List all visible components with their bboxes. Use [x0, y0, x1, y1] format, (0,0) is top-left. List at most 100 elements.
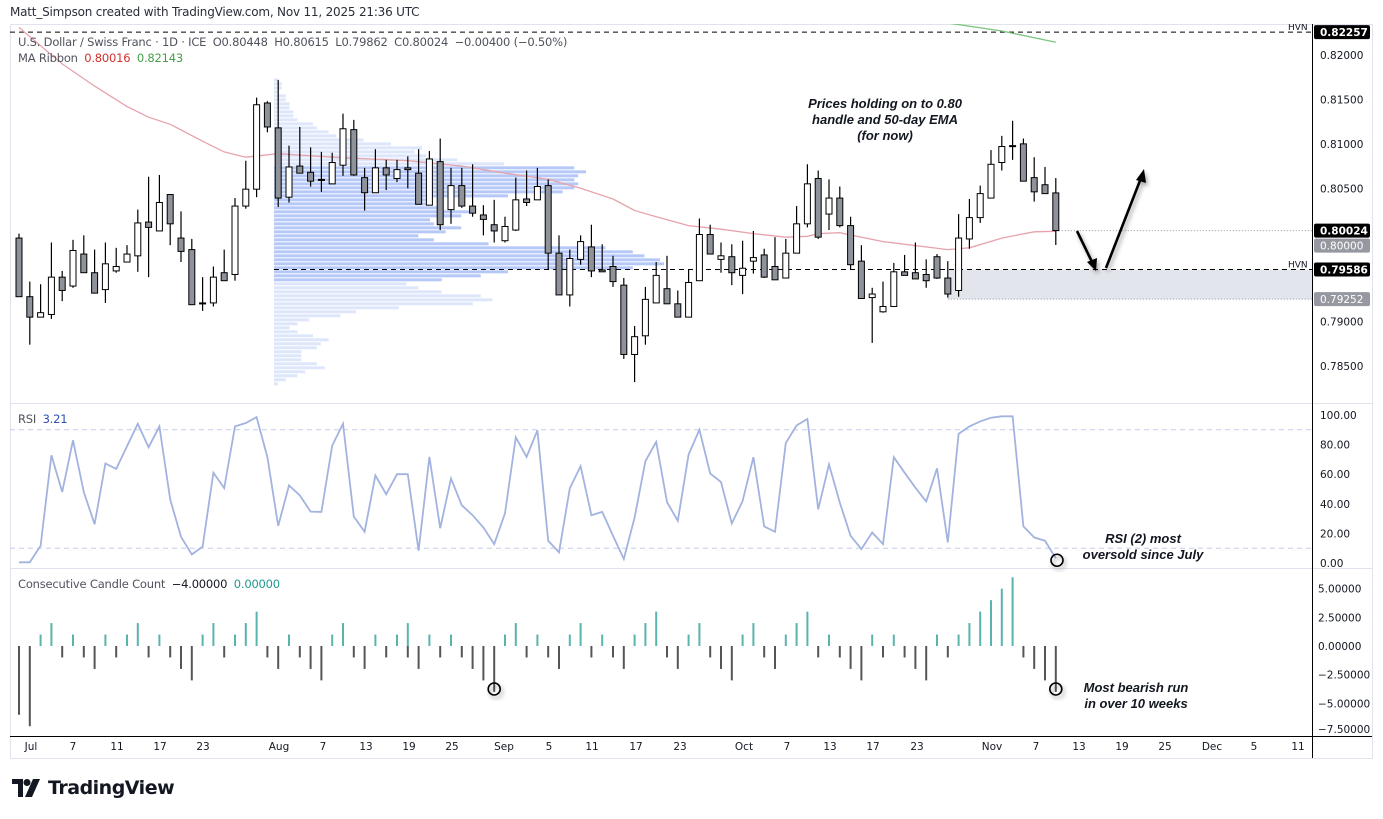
candle[interactable]: [209, 266, 217, 307]
candle[interactable]: [652, 262, 660, 304]
candle[interactable]: [685, 270, 693, 318]
symbol-legend[interactable]: U.S. Dollar / Swiss Franc · 1D · ICE O0.…: [18, 35, 570, 49]
candle[interactable]: [998, 135, 1006, 171]
candle[interactable]: [922, 259, 930, 288]
candle[interactable]: [814, 170, 822, 239]
candle[interactable]: [868, 287, 876, 343]
candle[interactable]: [69, 239, 77, 288]
candle[interactable]: [901, 254, 909, 276]
candle[interactable]: [760, 248, 768, 279]
candle[interactable]: [112, 247, 120, 273]
candle[interactable]: [890, 262, 898, 307]
candle[interactable]: [631, 326, 639, 383]
candle[interactable]: [501, 216, 509, 243]
candle[interactable]: [739, 240, 747, 295]
candle[interactable]: [987, 150, 995, 199]
candle[interactable]: [1041, 166, 1049, 195]
rsi-pane[interactable]: [10, 415, 1312, 564]
candle[interactable]: [490, 199, 498, 243]
candle[interactable]: [145, 176, 153, 278]
candle[interactable]: [371, 149, 379, 194]
candle[interactable]: [231, 198, 239, 281]
candle[interactable]: [836, 186, 844, 228]
candle[interactable]: [512, 177, 520, 231]
candle[interactable]: [393, 159, 401, 183]
candle[interactable]: [58, 270, 66, 302]
price-pane[interactable]: HVN HVN: [10, 23, 1312, 386]
ccc-pane[interactable]: [18, 577, 1057, 727]
tradingview-logo[interactable]: TradingView: [12, 777, 175, 799]
candle[interactable]: [155, 174, 163, 232]
candle[interactable]: [242, 160, 250, 209]
candle[interactable]: [253, 97, 261, 198]
candle[interactable]: [382, 159, 390, 191]
candle[interactable]: [436, 138, 444, 231]
candle[interactable]: [825, 179, 833, 231]
candle[interactable]: [479, 205, 487, 236]
candle[interactable]: [188, 238, 196, 306]
candle[interactable]: [587, 224, 595, 278]
candle[interactable]: [26, 281, 34, 345]
candle[interactable]: [285, 145, 293, 203]
candle[interactable]: [220, 249, 228, 282]
candle[interactable]: [469, 164, 477, 217]
candle[interactable]: [101, 242, 109, 303]
candle[interactable]: [296, 126, 304, 174]
candle[interactable]: [911, 242, 919, 280]
candle[interactable]: [577, 235, 585, 265]
candle[interactable]: [404, 156, 412, 189]
candle[interactable]: [134, 209, 142, 272]
arrow-drawings[interactable]: [1075, 169, 1146, 271]
candle[interactable]: [447, 167, 455, 224]
candle[interactable]: [1009, 120, 1017, 160]
candle[interactable]: [965, 198, 973, 249]
candle[interactable]: [793, 206, 801, 254]
candle[interactable]: [1052, 178, 1060, 245]
candle[interactable]: [609, 255, 617, 287]
candle[interactable]: [523, 170, 531, 207]
candle[interactable]: [706, 224, 714, 255]
candle[interactable]: [566, 249, 574, 307]
candle[interactable]: [328, 152, 336, 185]
candle[interactable]: [533, 167, 541, 201]
candle[interactable]: [544, 179, 552, 270]
candle[interactable]: [199, 277, 207, 311]
candle[interactable]: [37, 284, 45, 318]
down-arrow[interactable]: [1075, 230, 1095, 265]
candle[interactable]: [1030, 157, 1038, 202]
up-arrow[interactable]: [1104, 177, 1143, 269]
candle[interactable]: [80, 235, 88, 274]
candle[interactable]: [641, 286, 649, 345]
candle[interactable]: [857, 245, 865, 299]
candle[interactable]: [350, 119, 358, 176]
candle[interactable]: [361, 167, 369, 211]
candle[interactable]: [339, 113, 347, 176]
candle[interactable]: [944, 261, 952, 298]
candle[interactable]: [663, 255, 671, 305]
candle[interactable]: [415, 149, 423, 205]
candle[interactable]: [976, 185, 984, 223]
candle[interactable]: [123, 245, 131, 263]
candle[interactable]: [1019, 138, 1027, 182]
candle[interactable]: [263, 101, 271, 133]
candle[interactable]: [177, 211, 185, 263]
candle[interactable]: [771, 237, 779, 281]
candle[interactable]: [425, 150, 433, 206]
rsi-legend[interactable]: RSI 3.21: [18, 412, 70, 426]
candle[interactable]: [47, 242, 55, 319]
candle[interactable]: [674, 290, 682, 318]
candle[interactable]: [933, 254, 941, 279]
candle[interactable]: [274, 79, 282, 207]
candle[interactable]: [458, 167, 466, 208]
candle[interactable]: [847, 216, 855, 270]
candle[interactable]: [91, 249, 99, 294]
candle[interactable]: [15, 233, 23, 298]
ma-ribbon-legend[interactable]: MA Ribbon 0.80016 0.82143: [18, 51, 186, 65]
candle[interactable]: [307, 147, 315, 187]
candle[interactable]: [620, 278, 628, 359]
candle[interactable]: [598, 244, 606, 273]
candle[interactable]: [749, 230, 757, 274]
candle[interactable]: [695, 218, 703, 282]
candle[interactable]: [955, 214, 963, 297]
